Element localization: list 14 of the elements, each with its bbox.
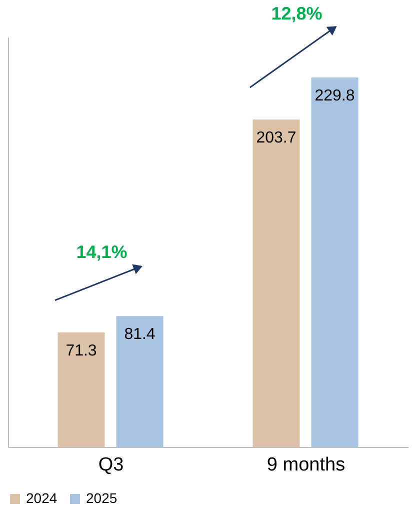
bar: [116, 316, 164, 447]
legend-label: 2025: [86, 490, 118, 506]
data-label: 81.4: [124, 326, 156, 344]
annotation: 14,1%: [76, 242, 128, 262]
data-label: 229.8: [314, 88, 355, 105]
x-tick-label: Q3: [98, 454, 124, 476]
data-label: 71.3: [66, 342, 97, 360]
bar: [252, 119, 300, 447]
x-tick-label: 9 months: [266, 454, 346, 476]
bar: [311, 78, 358, 447]
bar: [58, 332, 105, 447]
data-label: 203.7: [256, 129, 296, 146]
legend-label: 2024: [26, 490, 58, 506]
text: 12,8%: [271, 4, 322, 24]
